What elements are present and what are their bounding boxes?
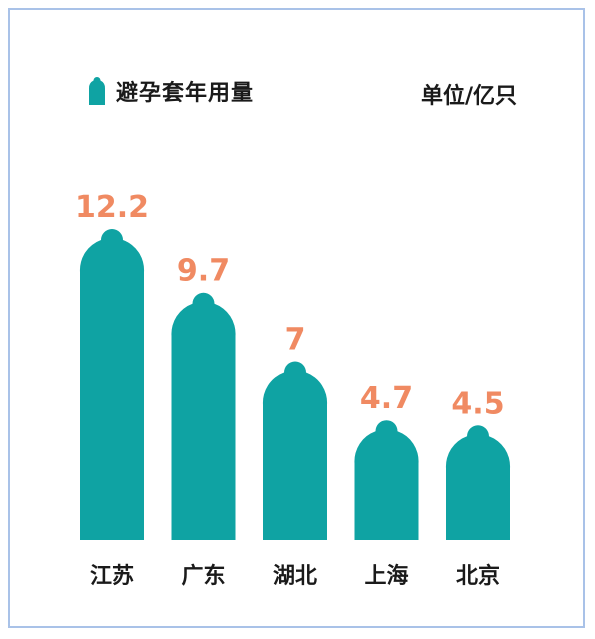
category-label: 北京 xyxy=(456,563,500,589)
bar-广东 xyxy=(171,292,236,540)
value-label: 4.7 xyxy=(360,381,413,416)
value-label: 7 xyxy=(285,323,306,358)
unit-label: 单位/亿只 xyxy=(420,84,517,109)
category-label: 江苏 xyxy=(90,563,134,589)
bar-上海 xyxy=(354,420,419,540)
bar-湖北 xyxy=(262,361,328,540)
category-label: 湖北 xyxy=(273,564,317,589)
value-label: 12.2 xyxy=(75,190,149,225)
value-label: 4.5 xyxy=(451,386,504,421)
category-label: 广东 xyxy=(181,563,225,589)
bar-北京 xyxy=(445,425,511,540)
category-label: 上海 xyxy=(364,563,408,589)
legend: 避孕套年用量 xyxy=(88,74,254,108)
bar-江苏 xyxy=(79,229,145,540)
legend-label: 避孕套年用量 xyxy=(116,81,255,106)
condom-icon xyxy=(88,77,106,105)
value-label: 9.7 xyxy=(177,254,230,289)
